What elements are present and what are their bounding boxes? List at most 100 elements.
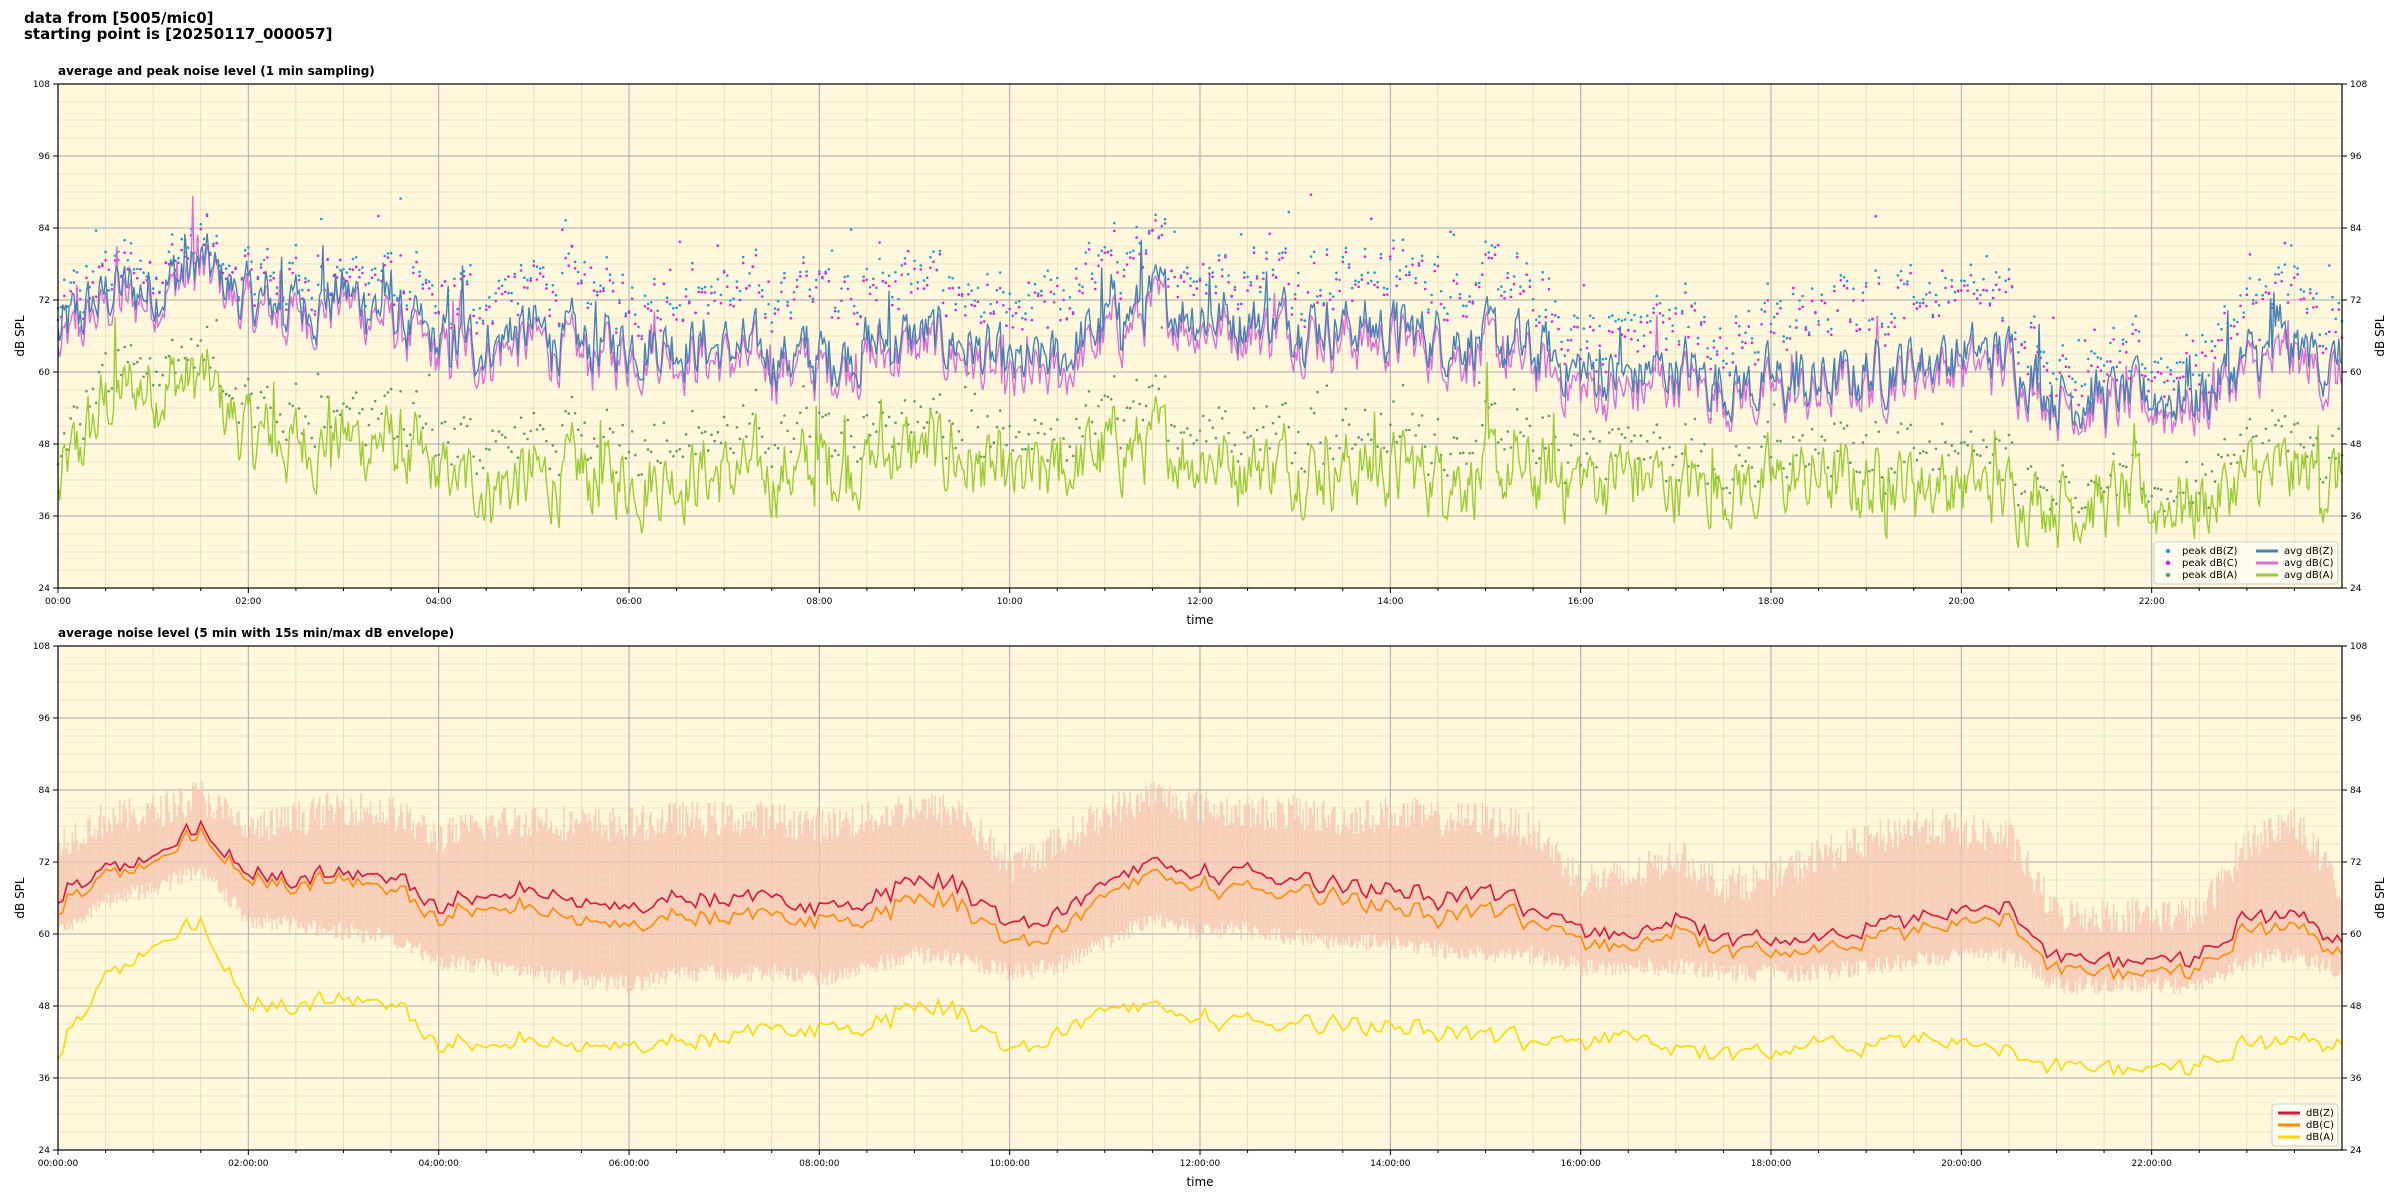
data-point: [675, 306, 678, 310]
data-point: [1347, 423, 1351, 426]
data-point: [2007, 277, 2011, 281]
data-point: [910, 282, 913, 286]
data-point: [386, 256, 390, 259]
data-point: [1128, 256, 1132, 259]
data-point: [1087, 248, 1091, 251]
data-point: [180, 248, 183, 252]
data-point: [925, 276, 929, 280]
data-point: [2045, 361, 2049, 365]
data-point: [2118, 361, 2122, 364]
data-point: [2248, 277, 2252, 280]
data-point: [2004, 447, 2007, 450]
data-point: [1049, 427, 1053, 431]
legend: peak dB(Z)peak dB(C)peak dB(A)avg dB(Z)a…: [2153, 541, 2339, 585]
data-point: [2210, 470, 2214, 473]
data-point: [1785, 348, 1789, 352]
data-point: [1680, 312, 1684, 315]
data-point: [535, 278, 539, 281]
data-point: [824, 272, 827, 275]
data-point: [1861, 299, 1865, 302]
data-point: [1646, 314, 1649, 318]
data-point: [1265, 257, 1268, 261]
data-point: [120, 274, 123, 278]
data-point: [408, 290, 412, 294]
y-tick-label-right: 96: [2350, 714, 2362, 724]
legend-label: avg dB(Z): [2284, 546, 2334, 557]
data-point: [2328, 330, 2331, 334]
data-point: [735, 426, 739, 429]
data-point: [1312, 261, 1316, 265]
data-point: [2312, 297, 2315, 300]
data-point: [2147, 378, 2150, 381]
data-point: [919, 264, 923, 267]
data-point: [1975, 453, 1979, 456]
data-point: [1094, 281, 1097, 284]
data-point: [1988, 303, 1992, 307]
data-point: [1179, 431, 1183, 434]
data-point: [1845, 279, 1849, 283]
data-point: [1065, 459, 1069, 462]
data-point: [1084, 404, 1088, 407]
data-point: [1389, 258, 1392, 261]
data-point: [789, 311, 793, 314]
data-point: [840, 287, 843, 290]
y-tick-label-left: 36: [39, 1074, 51, 1084]
data-point: [653, 423, 656, 427]
data-point: [1179, 274, 1183, 277]
data-point: [1046, 269, 1049, 272]
data-point: [2153, 376, 2157, 379]
data-point: [1788, 462, 1792, 466]
data-point: [142, 271, 145, 275]
data-point: [1496, 441, 1500, 444]
data-point: [1852, 299, 1855, 302]
data-point: [1563, 354, 1567, 358]
data-point: [916, 420, 919, 424]
data-point: [1075, 417, 1078, 421]
data-point: [453, 284, 456, 288]
data-point: [1090, 420, 1094, 424]
data-point: [1408, 271, 1411, 274]
data-point: [1617, 327, 1620, 331]
data-point: [776, 308, 780, 311]
data-point: [1401, 249, 1405, 252]
data-point: [424, 422, 428, 426]
data-point: [240, 278, 244, 281]
data-point: [1300, 312, 1303, 316]
data-point: [561, 271, 564, 275]
data-point: [576, 428, 580, 432]
data-point: [970, 303, 973, 307]
data-point: [1173, 275, 1176, 279]
data-point: [63, 294, 66, 298]
data-point: [716, 430, 720, 434]
data-point: [1998, 276, 2001, 279]
data-point: [253, 425, 256, 429]
data-point: [557, 324, 561, 328]
data-point: [2299, 288, 2303, 291]
data-point: [399, 197, 402, 200]
data-point: [1868, 470, 1871, 473]
data-point: [916, 287, 919, 290]
data-point: [1915, 301, 1919, 304]
data-point: [1071, 454, 1075, 458]
data-point: [967, 372, 970, 375]
data-point: [313, 445, 317, 449]
data-point: [2071, 377, 2074, 381]
data-point: [1649, 319, 1652, 323]
data-point: [1189, 284, 1192, 288]
data-point: [630, 430, 634, 433]
data-point: [960, 438, 964, 442]
data-point: [294, 243, 298, 247]
data-point: [554, 293, 558, 297]
data-point: [1128, 251, 1132, 254]
data-point: [2289, 283, 2293, 287]
data-point: [1636, 338, 1640, 342]
data-point: [234, 387, 237, 390]
data-point: [301, 288, 304, 292]
data-point: [2277, 419, 2280, 422]
data-point: [1141, 418, 1145, 422]
data-point: [751, 412, 754, 416]
data-point: [2169, 368, 2172, 372]
data-point: [139, 259, 142, 263]
data-point: [1668, 317, 1671, 320]
data-point: [1944, 440, 1947, 444]
